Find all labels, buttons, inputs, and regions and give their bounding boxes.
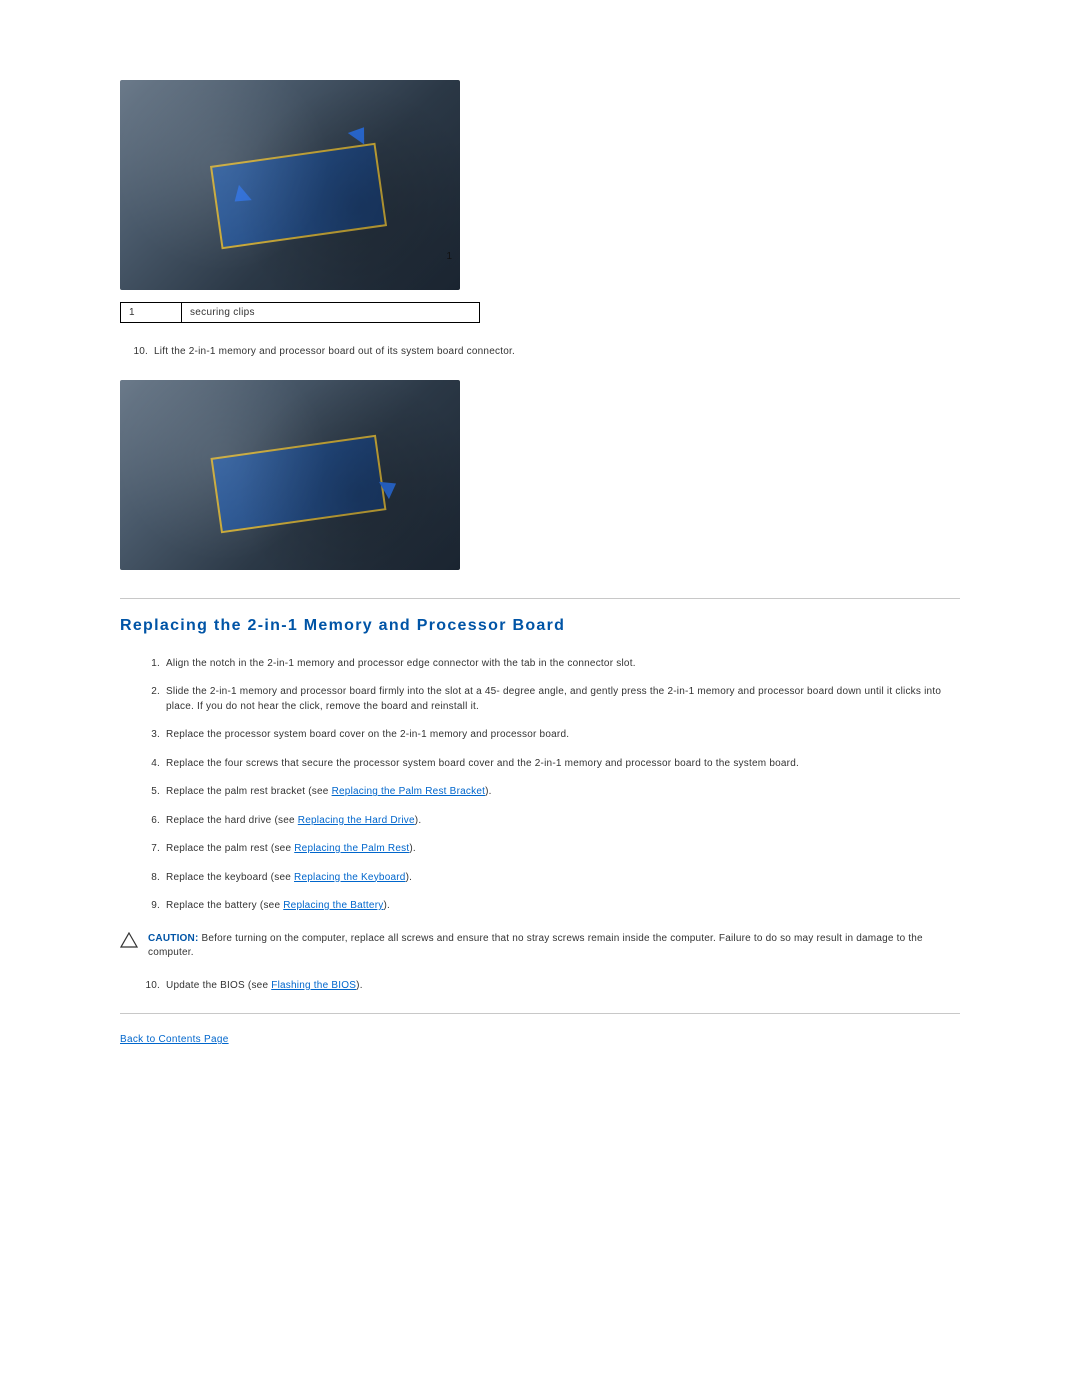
step-number: 10. <box>132 979 166 994</box>
step-number: 3. <box>132 728 166 743</box>
step-text-pre: Replace the keyboard (see <box>166 872 294 883</box>
replace-step-8: 8. Replace the keyboard (see Replacing t… <box>132 871 960 886</box>
caution-text: CAUTION: Before turning on the computer,… <box>148 932 960 961</box>
link-flashing-bios[interactable]: Flashing the BIOS <box>271 980 356 991</box>
manual-page: 1 1 securing clips 10. Lift the 2-in-1 m… <box>0 0 1080 1105</box>
replace-step-7: 7. Replace the palm rest (see Replacing … <box>132 842 960 857</box>
arrow-icon <box>348 122 372 145</box>
link-palm-rest-bracket[interactable]: Replacing the Palm Rest Bracket <box>332 786 486 797</box>
callout-label-1: 1 <box>446 251 452 262</box>
step-text-post: ). <box>406 872 413 883</box>
caution-label: CAUTION: <box>148 933 198 944</box>
arrow-icon <box>228 185 252 209</box>
link-hard-drive[interactable]: Replacing the Hard Drive <box>298 815 415 826</box>
step-text: Replace the hard drive (see Replacing th… <box>166 814 960 829</box>
step-number: 7. <box>132 842 166 857</box>
back-to-contents-link[interactable]: Back to Contents Page <box>120 1034 229 1045</box>
step-text-pre: Update the BIOS (see <box>166 980 271 991</box>
link-battery[interactable]: Replacing the Battery <box>283 900 383 911</box>
step-text: Replace the processor system board cover… <box>166 728 960 743</box>
step-text: Lift the 2-in-1 memory and processor boa… <box>154 345 960 360</box>
caution-notice: CAUTION: Before turning on the computer,… <box>120 932 960 961</box>
replace-step-2: 2. Slide the 2-in-1 memory and processor… <box>132 685 960 714</box>
link-keyboard[interactable]: Replacing the Keyboard <box>294 872 406 883</box>
step-number: 10. <box>120 345 154 360</box>
legend-table: 1 securing clips <box>120 302 480 323</box>
caution-icon <box>120 932 148 961</box>
replace-step-10: 10. Update the BIOS (see Flashing the BI… <box>132 979 960 994</box>
step-number: 9. <box>132 899 166 914</box>
remove-step-10: 10. Lift the 2-in-1 memory and processor… <box>120 345 960 360</box>
link-palm-rest[interactable]: Replacing the Palm Rest <box>294 843 409 854</box>
step-number: 4. <box>132 757 166 772</box>
step-text-pre: Replace the palm rest bracket (see <box>166 786 332 797</box>
step-text-post: ). <box>356 980 363 991</box>
caution-body: Before turning on the computer, replace … <box>148 933 923 959</box>
divider <box>120 598 960 599</box>
back-to-contents: Back to Contents Page <box>120 1034 960 1045</box>
step-text-pre: Replace the battery (see <box>166 900 283 911</box>
legend-label: securing clips <box>182 303 480 323</box>
step-text-pre: Replace the hard drive (see <box>166 815 298 826</box>
section-heading: Replacing the 2-in-1 Memory and Processo… <box>120 617 960 635</box>
arrow-icon <box>379 474 401 498</box>
replace-step-6: 6. Replace the hard drive (see Replacing… <box>132 814 960 829</box>
step-text-post: ). <box>485 786 492 797</box>
table-row: 1 securing clips <box>121 303 480 323</box>
step-number: 2. <box>132 685 166 714</box>
step-text-post: ). <box>409 843 416 854</box>
step-text: Replace the battery (see Replacing the B… <box>166 899 960 914</box>
step-text: Align the notch in the 2-in-1 memory and… <box>166 657 960 672</box>
divider <box>120 1013 960 1014</box>
replace-step-9: 9. Replace the battery (see Replacing th… <box>132 899 960 914</box>
replace-step-4: 4. Replace the four screws that secure t… <box>132 757 960 772</box>
step-text: Slide the 2-in-1 memory and processor bo… <box>166 685 960 714</box>
step-text-pre: Replace the palm rest (see <box>166 843 294 854</box>
step-text: Update the BIOS (see Flashing the BIOS). <box>166 979 960 994</box>
illustration-securing-clips: 1 <box>120 80 460 290</box>
step-number: 8. <box>132 871 166 886</box>
replace-step-3: 3. Replace the processor system board co… <box>132 728 960 743</box>
step-number: 5. <box>132 785 166 800</box>
step-text: Replace the palm rest bracket (see Repla… <box>166 785 960 800</box>
step-text: Replace the palm rest (see Replacing the… <box>166 842 960 857</box>
step-text-post: ). <box>383 900 390 911</box>
replace-steps-list: 1. Align the notch in the 2-in-1 memory … <box>120 657 960 914</box>
step-number: 6. <box>132 814 166 829</box>
step-text: Replace the four screws that secure the … <box>166 757 960 772</box>
illustration-lift-board <box>120 380 460 570</box>
replace-steps-list-cont: 10. Update the BIOS (see Flashing the BI… <box>120 979 960 994</box>
legend-number: 1 <box>121 303 182 323</box>
replace-step-1: 1. Align the notch in the 2-in-1 memory … <box>132 657 960 672</box>
step-text: Replace the keyboard (see Replacing the … <box>166 871 960 886</box>
step-number: 1. <box>132 657 166 672</box>
replace-step-5: 5. Replace the palm rest bracket (see Re… <box>132 785 960 800</box>
step-text-post: ). <box>415 815 422 826</box>
